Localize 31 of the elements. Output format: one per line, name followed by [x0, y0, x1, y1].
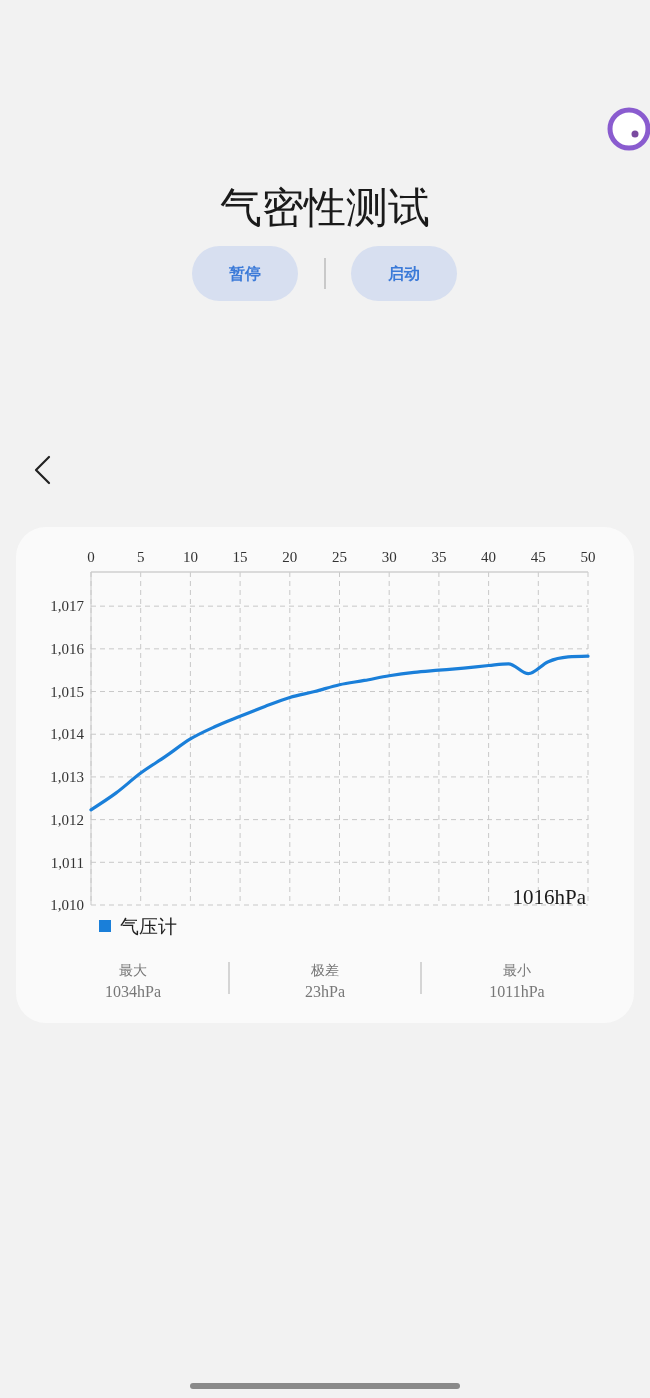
line-series: [89, 654, 590, 812]
x-tick-label: 40: [481, 549, 497, 565]
x-tick-label: 35: [431, 549, 447, 565]
x-tick-label: 15: [232, 549, 248, 565]
x-tick-label: 25: [332, 549, 347, 565]
text: 启动: [387, 264, 420, 283]
y-tick-label: 1,014: [50, 726, 85, 743]
x-tick-label: 45: [530, 549, 546, 565]
text: 23hPa: [305, 983, 345, 1000]
x-tick-label: 30: [381, 549, 397, 565]
y-tick-label: 1,015: [50, 683, 84, 700]
text: 1034hPa: [105, 983, 161, 1000]
chart-title: 气密性测试: [220, 183, 430, 232]
y-tick-label: 1,010: [50, 897, 84, 914]
text: 极差: [310, 962, 339, 978]
y-tick-label: 1,011: [50, 854, 84, 871]
x-tick-label: 5: [136, 549, 145, 565]
y-tick-label: 1,017: [50, 598, 85, 615]
x-tick-label: 20: [282, 549, 298, 565]
y-tick-label: 1,013: [50, 769, 84, 786]
text: 最小: [503, 962, 531, 978]
y-tick-label: 1,016: [50, 641, 85, 658]
text: 最大: [119, 962, 147, 978]
text: 暂停: [228, 264, 261, 283]
y-tick-label: 1,012: [50, 811, 84, 828]
x-tick-label: 50: [580, 549, 596, 565]
x-tick-label: 10: [182, 549, 198, 565]
text: 1011hPa: [489, 983, 545, 1000]
legend-label: 气压计: [120, 915, 177, 937]
annotation: 1016hPa: [512, 885, 587, 909]
x-tick-label: 0: [87, 549, 95, 565]
